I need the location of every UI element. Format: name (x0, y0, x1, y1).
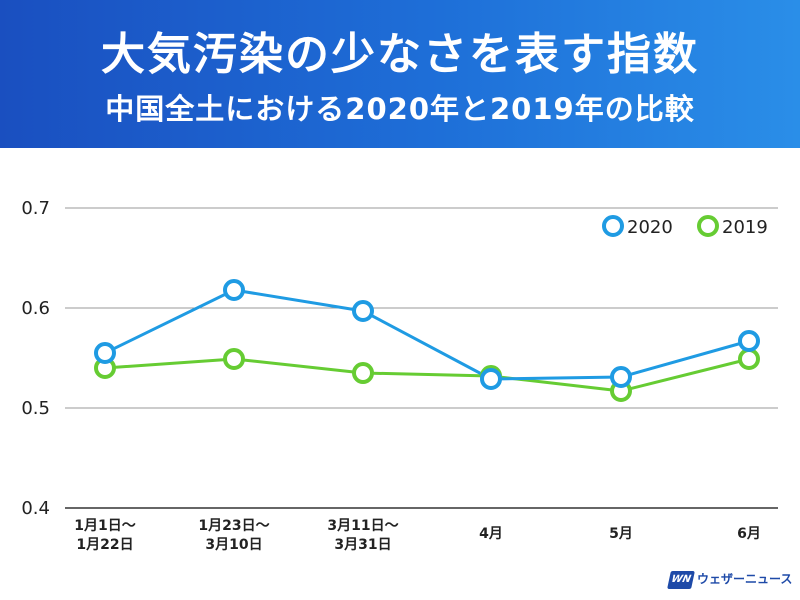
x-tick-label: 1月23日〜 3月10日 (198, 518, 269, 553)
data-point-2019 (352, 362, 374, 384)
data-point-2020 (738, 330, 760, 352)
data-point-2020 (480, 368, 502, 390)
data-point-2019 (223, 348, 245, 370)
y-tick-label: 0.5 (21, 398, 50, 419)
chart-title: 大気汚染の少なさを表す指数 (101, 29, 699, 80)
weathernews-logo-text: ウェザーニュース (697, 572, 793, 586)
x-tick-label: 3月11日〜 3月31日 (327, 518, 398, 553)
y-tick-label: 0.7 (21, 198, 50, 219)
x-tick-label: 4月 (479, 526, 503, 542)
data-point-2020 (223, 279, 245, 301)
header-banner: 大気汚染の少なさを表す指数 中国全土における2020年と2019年の比較 (0, 0, 800, 148)
data-point-2020 (352, 300, 374, 322)
legend-label-2020: 2020 (627, 217, 673, 238)
weathernews-logo-icon: WN (667, 571, 695, 589)
y-tick-label: 0.6 (21, 298, 50, 319)
x-tick-label: 6月 (737, 526, 761, 542)
legend-marker-2020 (602, 215, 624, 237)
x-tick-label: 1月1日〜 1月22日 (74, 518, 135, 553)
series-line-2020 (104, 288, 750, 381)
data-point-2020 (610, 366, 632, 388)
chart-subtitle: 中国全土における2020年と2019年の比較 (105, 92, 695, 126)
legend-marker-2019 (697, 215, 719, 237)
y-tick-label: 0.4 (21, 498, 50, 519)
legend-label-2019: 2019 (722, 217, 768, 238)
series-line-2019 (104, 357, 750, 393)
x-tick-label: 5月 (609, 526, 633, 542)
data-point-2020 (94, 342, 116, 364)
data-point-2019 (738, 348, 760, 370)
